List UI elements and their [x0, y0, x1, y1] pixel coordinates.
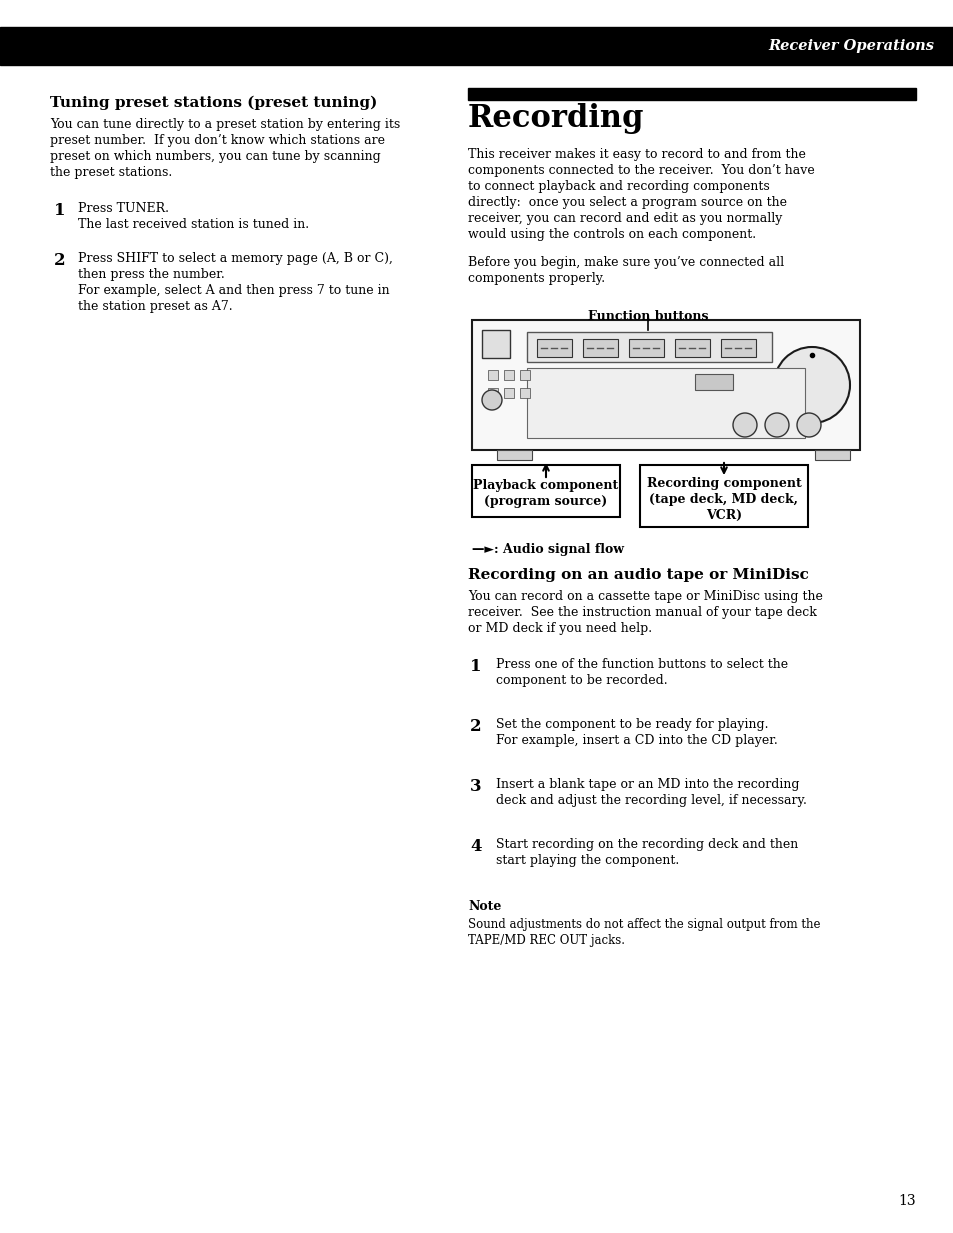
Text: receiver.  See the instruction manual of your tape deck: receiver. See the instruction manual of …: [468, 605, 816, 619]
Circle shape: [764, 413, 788, 436]
Text: 1: 1: [470, 658, 481, 674]
Bar: [503, 388, 514, 398]
Text: Recording on an audio tape or MiniDisc: Recording on an audio tape or MiniDisc: [468, 568, 808, 582]
Text: —►: Audio signal flow: —►: Audio signal flow: [472, 543, 623, 556]
Bar: [526, 367, 804, 438]
Text: the station preset as A7.: the station preset as A7.: [78, 300, 233, 313]
Text: (tape deck, MD deck,: (tape deck, MD deck,: [649, 493, 798, 506]
Text: Press SHIFT to select a memory page (A, B or C),: Press SHIFT to select a memory page (A, …: [78, 252, 393, 265]
Bar: [537, 339, 572, 358]
Bar: [814, 450, 849, 460]
Text: Press TUNER.: Press TUNER.: [78, 202, 169, 215]
Bar: [468, 88, 915, 100]
Text: 2: 2: [470, 718, 481, 735]
Text: Playback component: Playback component: [473, 478, 618, 492]
Text: Start recording on the recording deck and then: Start recording on the recording deck an…: [496, 838, 798, 851]
Text: Set the component to be ready for playing.: Set the component to be ready for playin…: [496, 718, 768, 731]
Text: Recording component: Recording component: [646, 477, 801, 490]
Circle shape: [796, 413, 821, 436]
Bar: [519, 370, 530, 380]
Text: preset number.  If you don’t know which stations are: preset number. If you don’t know which s…: [50, 134, 385, 147]
Bar: [481, 330, 510, 358]
Bar: [582, 339, 618, 358]
Circle shape: [773, 346, 849, 423]
Bar: [488, 370, 497, 380]
Bar: [472, 321, 859, 450]
Text: (program source): (program source): [484, 494, 607, 508]
Bar: [639, 465, 807, 526]
Text: 1: 1: [54, 202, 66, 219]
Bar: [675, 339, 709, 358]
Text: to connect playback and recording components: to connect playback and recording compon…: [468, 180, 769, 194]
Text: You can record on a cassette tape or MiniDisc using the: You can record on a cassette tape or Min…: [468, 591, 822, 603]
Text: Note: Note: [468, 900, 501, 912]
Text: For example, select A and then press 7 to tune in: For example, select A and then press 7 t…: [78, 284, 389, 297]
Text: directly:  once you select a program source on the: directly: once you select a program sour…: [468, 196, 786, 210]
Text: Press one of the function buttons to select the: Press one of the function buttons to sel…: [496, 658, 787, 671]
Text: Sound adjustments do not affect the signal output from the: Sound adjustments do not affect the sign…: [468, 919, 820, 931]
Text: 4: 4: [470, 838, 481, 854]
Bar: [628, 339, 663, 358]
Text: deck and adjust the recording level, if necessary.: deck and adjust the recording level, if …: [496, 794, 806, 808]
Circle shape: [732, 413, 757, 436]
Text: VCR): VCR): [705, 509, 741, 522]
Bar: [720, 339, 755, 358]
Text: You can tune directly to a preset station by entering its: You can tune directly to a preset statio…: [50, 118, 400, 131]
Text: 3: 3: [470, 778, 481, 795]
Text: Tuning preset stations (preset tuning): Tuning preset stations (preset tuning): [50, 96, 377, 111]
Bar: [0, 27, 953, 65]
Bar: [695, 374, 732, 390]
Text: or MD deck if you need help.: or MD deck if you need help.: [468, 621, 652, 635]
Text: TAPE/MD REC OUT jacks.: TAPE/MD REC OUT jacks.: [468, 935, 624, 947]
Bar: [488, 388, 497, 398]
Bar: [497, 450, 532, 460]
Bar: [526, 332, 771, 363]
Text: receiver, you can record and edit as you normally: receiver, you can record and edit as you…: [468, 212, 781, 224]
Bar: [472, 465, 619, 517]
Text: For example, insert a CD into the CD player.: For example, insert a CD into the CD pla…: [496, 734, 777, 747]
Text: Function buttons: Function buttons: [587, 309, 707, 323]
Text: then press the number.: then press the number.: [78, 268, 225, 281]
Circle shape: [481, 390, 501, 411]
Text: 13: 13: [898, 1194, 915, 1208]
Text: preset on which numbers, you can tune by scanning: preset on which numbers, you can tune by…: [50, 150, 380, 163]
Text: components connected to the receiver.  You don’t have: components connected to the receiver. Yo…: [468, 164, 814, 178]
Text: start playing the component.: start playing the component.: [496, 854, 679, 867]
Text: Receiver Operations: Receiver Operations: [767, 39, 933, 53]
Bar: [519, 388, 530, 398]
Text: 2: 2: [54, 252, 66, 269]
Text: This receiver makes it easy to record to and from the: This receiver makes it easy to record to…: [468, 148, 805, 162]
Text: The last received station is tuned in.: The last received station is tuned in.: [78, 218, 309, 231]
Text: component to be recorded.: component to be recorded.: [496, 674, 667, 687]
Text: Insert a blank tape or an MD into the recording: Insert a blank tape or an MD into the re…: [496, 778, 799, 792]
Text: the preset stations.: the preset stations.: [50, 166, 172, 179]
Text: Before you begin, make sure you’ve connected all: Before you begin, make sure you’ve conne…: [468, 256, 783, 269]
Bar: [503, 370, 514, 380]
Text: would using the controls on each component.: would using the controls on each compone…: [468, 228, 756, 240]
Text: Recording: Recording: [468, 104, 644, 134]
Text: components properly.: components properly.: [468, 272, 604, 285]
